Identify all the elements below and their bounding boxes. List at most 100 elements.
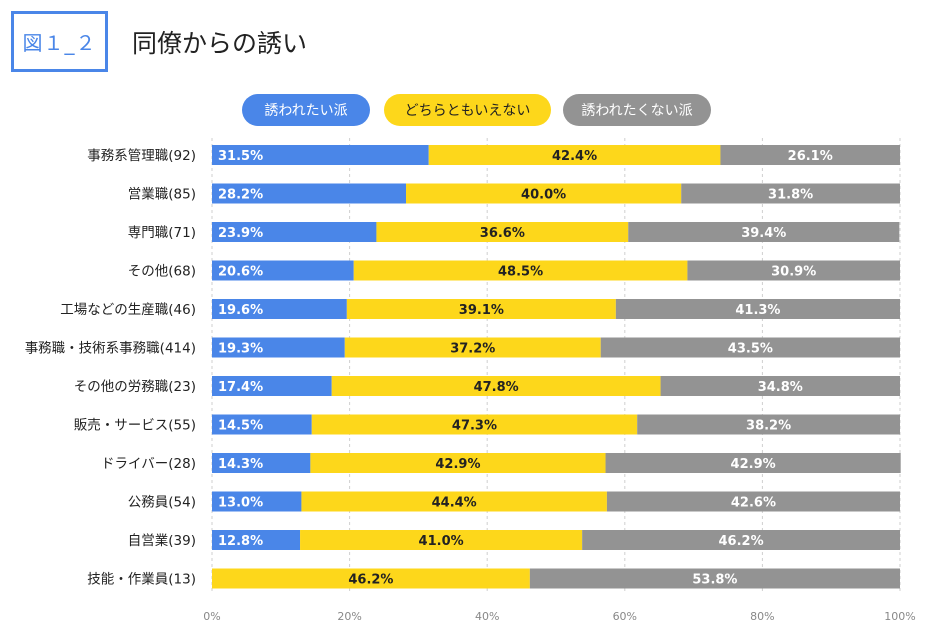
- category-label: 専門職(71): [128, 225, 196, 241]
- category-label: 事務職・技術系事務職(414): [25, 341, 196, 357]
- bar-segment: [428, 145, 721, 165]
- data-label: 23.9%: [218, 226, 263, 241]
- data-label: 42.4%: [552, 149, 597, 164]
- bar-segment: [310, 453, 606, 473]
- data-label: 13.0%: [218, 496, 263, 511]
- x-tick-label: 20%: [337, 610, 361, 623]
- bar-segment: [353, 260, 688, 281]
- category-label: その他(68): [128, 264, 196, 280]
- legend-swatch: [242, 94, 370, 126]
- bar-segment: [212, 491, 302, 512]
- x-tick-label: 80%: [750, 610, 774, 623]
- bar-segment: [529, 568, 900, 589]
- legend-label: どちらともいえない: [405, 103, 531, 119]
- bar-segment: [615, 299, 900, 319]
- bar-segment: [720, 145, 900, 165]
- x-tick-label: 40%: [475, 610, 499, 623]
- bar-segment: [605, 453, 901, 473]
- bar-row: 13.0% 44.4% 42.6%: [212, 491, 900, 512]
- x-tick-label: 60%: [613, 610, 637, 623]
- data-label: 42.9%: [435, 457, 480, 472]
- bar-segment: [212, 145, 429, 165]
- data-label: 46.2%: [719, 534, 764, 549]
- bar-row: 19.3% 37.2% 43.5%: [212, 337, 900, 358]
- data-label: 53.8%: [692, 573, 737, 588]
- bar-row: 46.2% 53.8%: [212, 568, 900, 589]
- chart-title: 同僚からの誘い: [132, 29, 308, 58]
- legend-swatch: [563, 94, 711, 126]
- figure-number-label: 図１_２: [22, 31, 97, 55]
- bar-segment: [212, 376, 332, 396]
- data-label: 39.4%: [741, 226, 786, 241]
- bars: 31.5% 42.4% 26.1% 28.2% 40.0% 31.8% 23.9% 36.6%…: [212, 145, 901, 589]
- bar-segment: [212, 414, 312, 435]
- bar-segment: [301, 491, 607, 512]
- legend-item-2: どちらともいえない: [384, 94, 551, 126]
- data-label: 34.8%: [758, 380, 803, 395]
- data-label: 31.5%: [218, 149, 263, 164]
- data-label: 47.8%: [474, 380, 519, 395]
- data-label: 40.0%: [521, 188, 566, 203]
- data-label: 47.3%: [452, 419, 497, 434]
- bar-segment: [300, 530, 583, 550]
- bar-segment: [212, 453, 311, 473]
- bar-segment: [311, 414, 638, 435]
- data-label: 48.5%: [498, 265, 543, 280]
- bar-segment: [331, 376, 661, 396]
- legend-item-3: 誘われたくない派: [563, 94, 711, 126]
- bar-segment: [212, 299, 347, 319]
- category-labels: 事務系管理職(92) 営業職(85) 専門職(71) その他(68) 工場などの生産職(…: [25, 148, 196, 588]
- bar-row: 14.5% 47.3% 38.2%: [212, 414, 900, 435]
- category-label: 販売・サービス(55): [74, 418, 196, 434]
- data-label: 19.3%: [218, 342, 263, 357]
- bar-segment: [212, 260, 354, 281]
- data-label: 19.6%: [218, 303, 263, 318]
- data-label: 38.2%: [746, 419, 791, 434]
- data-label: 14.3%: [218, 457, 263, 472]
- legend-item-1: 誘われたい派: [242, 94, 370, 126]
- bar-row: 31.5% 42.4% 26.1%: [212, 145, 900, 165]
- category-label: 公務員(54): [128, 495, 196, 511]
- bar-row: 14.3% 42.9% 42.9%: [212, 453, 901, 473]
- category-label: その他の労務職(23): [74, 379, 196, 395]
- bar-segment: [376, 222, 629, 242]
- category-label: 技能・作業員(13): [87, 572, 196, 588]
- bar-row: 28.2% 40.0% 31.8%: [212, 183, 900, 204]
- legend-label: 誘われたい派: [264, 103, 347, 119]
- bar-row: 19.6% 39.1% 41.3%: [212, 299, 900, 319]
- category-label: 営業職(85): [128, 187, 196, 203]
- x-axis-ticks: 0% 20% 40% 60% 80% 100%: [203, 610, 915, 623]
- category-label: 自営業(39): [128, 533, 196, 549]
- data-label: 41.0%: [419, 534, 464, 549]
- data-label: 28.2%: [218, 188, 263, 203]
- bar-segment: [212, 183, 407, 204]
- bar-row: 12.8% 41.0% 46.2%: [212, 530, 900, 550]
- bar-segment: [212, 337, 345, 358]
- x-tick-label: 100%: [884, 610, 915, 623]
- data-label: 43.5%: [728, 342, 773, 357]
- bar-row: 17.4% 47.8% 34.8%: [212, 376, 900, 396]
- bar-segment: [637, 414, 900, 435]
- bar-segment: [212, 222, 377, 242]
- data-label: 42.9%: [731, 457, 776, 472]
- data-label: 17.4%: [218, 380, 263, 395]
- legend-swatch: [384, 94, 551, 126]
- bar-segment: [687, 260, 900, 281]
- data-label: 44.4%: [432, 496, 477, 511]
- x-tick-label: 0%: [203, 610, 220, 623]
- bar-segment: [344, 337, 601, 358]
- data-label: 20.6%: [218, 265, 263, 280]
- bar-segment: [600, 337, 900, 358]
- legend-label: 誘われたくない派: [581, 103, 692, 119]
- bar-row: 23.9% 36.6% 39.4%: [212, 222, 900, 242]
- bar-segment: [212, 530, 301, 550]
- figure-number-badge: 図１_２: [11, 11, 108, 72]
- bar-segment: [346, 299, 616, 319]
- bar-segment: [681, 183, 900, 204]
- bar-segment: [628, 222, 900, 242]
- data-label: 42.6%: [731, 496, 776, 511]
- bar-segment: [212, 568, 530, 589]
- data-label: 41.3%: [735, 303, 780, 318]
- data-label: 12.8%: [218, 534, 263, 549]
